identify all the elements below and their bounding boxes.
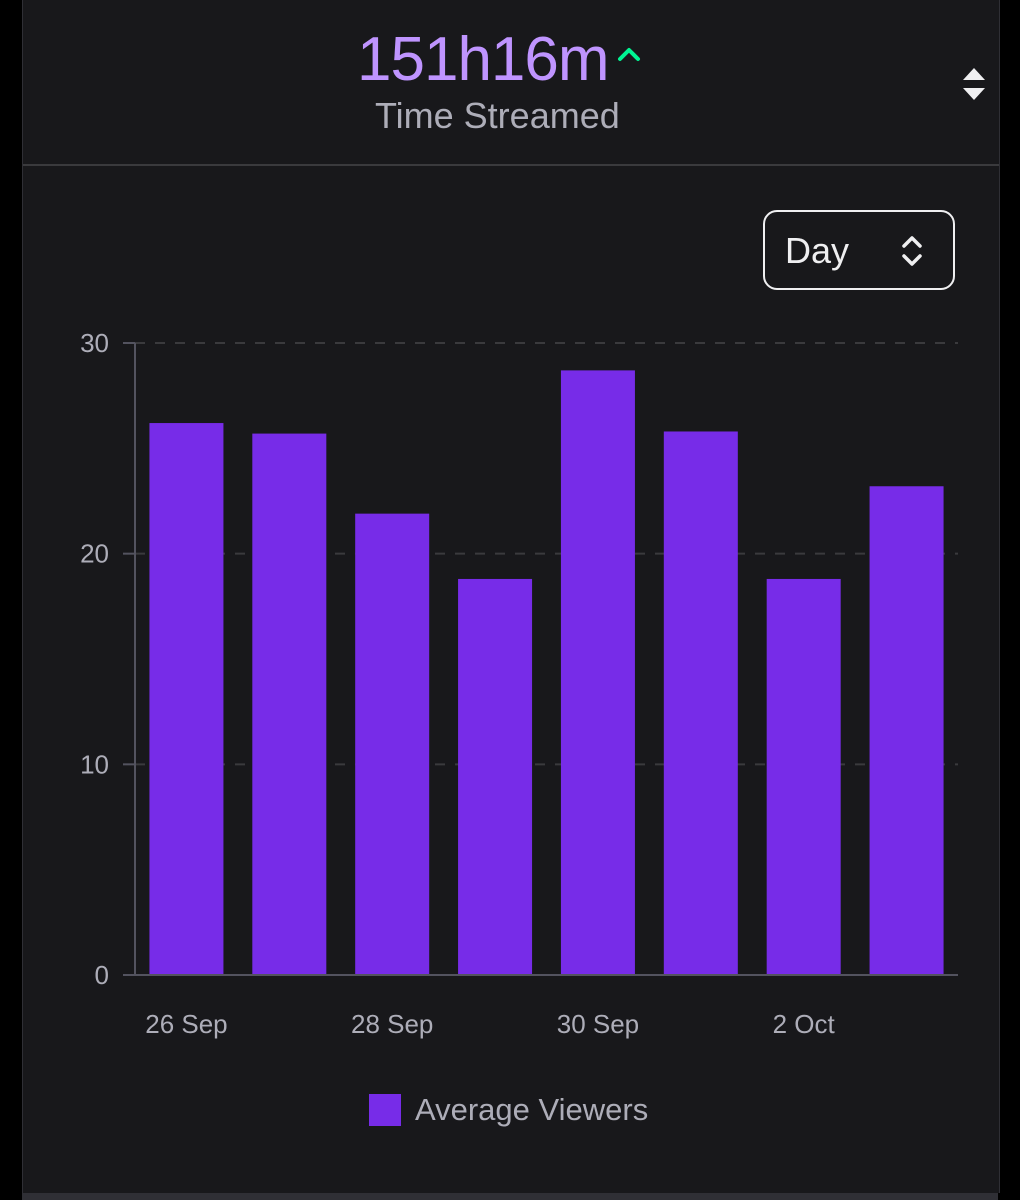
bar-30-sep[interactable]	[560, 370, 635, 975]
x-tick-label: 2 Oct	[773, 1009, 836, 1039]
legend-swatch	[369, 1094, 401, 1126]
chevron-up-icon	[618, 48, 640, 61]
period-select[interactable]: Day	[763, 210, 955, 290]
card-bottom-edge	[22, 1193, 998, 1200]
period-select-value: Day	[785, 230, 850, 271]
x-tick-label: 26 Sep	[145, 1009, 227, 1039]
sort-icon[interactable]	[961, 66, 987, 102]
y-tick-label: 20	[80, 539, 109, 569]
bar-3-oct[interactable]	[869, 486, 944, 975]
metric-header: 151h16m Time Streamed	[23, 0, 999, 166]
y-tick-label: 30	[80, 328, 109, 358]
bar-29-sep[interactable]	[458, 578, 533, 975]
bar-27-sep[interactable]	[252, 433, 327, 975]
stats-card: 151h16m Time Streamed Day 0 10 20 30 26 Sep 2…	[22, 0, 1000, 1193]
bar-2-oct[interactable]	[766, 578, 841, 975]
metric-label: Time Streamed	[375, 95, 620, 136]
x-tick-label: 30 Sep	[557, 1009, 639, 1039]
y-tick-label: 10	[80, 749, 109, 779]
chevron-up-down-icon	[902, 236, 922, 266]
x-tick-label: 28 Sep	[351, 1009, 433, 1039]
bar-1-oct[interactable]	[663, 431, 738, 976]
bar-chart: 0 10 20 30 26 Sep 28 Sep 30 Sep 2 Oct	[80, 328, 958, 1039]
metric-value: 151h16m	[357, 25, 610, 94]
y-tick-label: 0	[95, 960, 109, 990]
bar-26-sep[interactable]	[149, 423, 224, 975]
legend-label[interactable]: Average Viewers	[415, 1092, 649, 1127]
bar-28-sep[interactable]	[355, 513, 430, 975]
